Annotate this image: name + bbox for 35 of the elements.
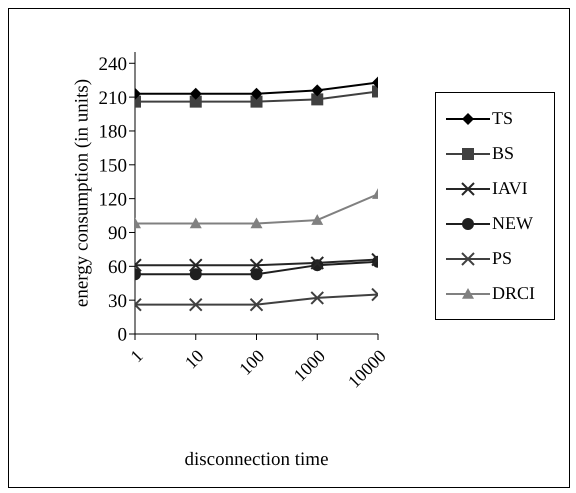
point [250,258,264,272]
y-tick-label: 240 [98,54,127,76]
x-tick-label: 10 [180,346,208,373]
y-axis-title: energy consumption (in units) [72,78,93,308]
point [190,268,202,280]
point [250,298,264,312]
legend-label: TS [492,108,514,129]
y-tick-label: 210 [98,88,127,109]
legend-label: IAVI [492,178,528,199]
point [190,217,202,228]
x-tick-label: 1 [126,346,147,366]
point [190,88,202,100]
x-tick-label: 100 [235,346,268,379]
point [188,298,203,312]
point [311,84,324,96]
legend-label: DRCI [492,283,536,304]
legend-label: NEW [492,213,533,234]
y-tick-label: 150 [98,156,127,177]
y-tick-label: 30 [108,290,127,312]
point [310,256,324,270]
point [311,214,324,225]
point [250,88,262,100]
y-tick-label: 90 [108,223,127,244]
x-axis-title: disconnection time [184,449,329,470]
y-tick-label: 0 [118,324,127,346]
y-tick-label: 180 [98,122,127,143]
y-tick-label: 60 [108,257,127,278]
legend-label: BS [492,143,514,164]
point [250,268,262,280]
y-tick-label: 120 [98,189,127,210]
legend-label: PS [492,248,512,269]
point [311,93,324,106]
point [250,217,262,228]
point [310,290,324,305]
point [188,258,203,272]
